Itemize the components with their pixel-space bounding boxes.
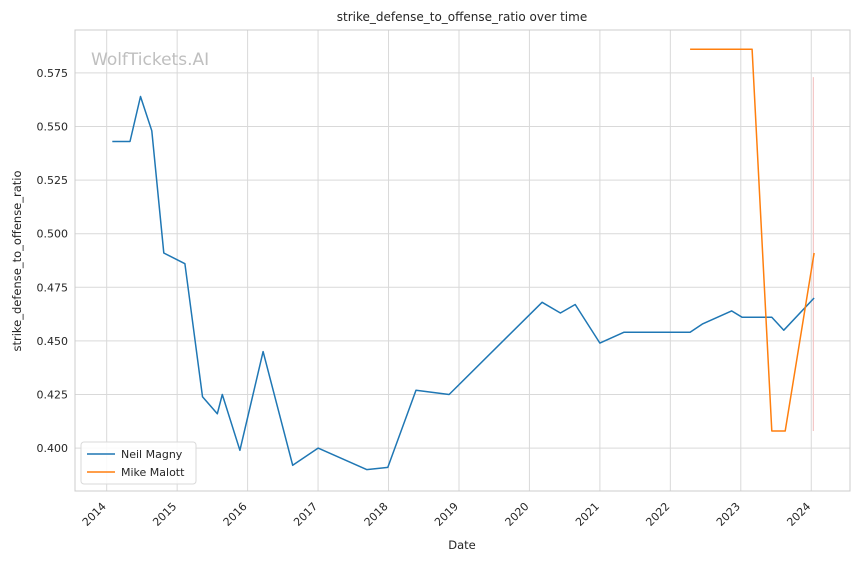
y-tick-label: 0.550 — [37, 120, 69, 133]
y-tick-label: 0.475 — [37, 281, 69, 294]
legend-label: Neil Magny — [121, 448, 183, 461]
chart-title: strike_defense_to_offense_ratio over tim… — [337, 10, 587, 24]
legend-label: Mike Malott — [121, 466, 185, 479]
y-tick-label: 0.575 — [37, 67, 69, 80]
y-tick-label: 0.450 — [37, 335, 69, 348]
legend: Neil Magny Mike Malott — [80, 441, 197, 485]
plot-frame — [74, 29, 851, 492]
grid — [75, 30, 850, 491]
y-tick-label: 0.400 — [37, 442, 69, 455]
series-lines — [112, 48, 815, 471]
y-axis-label: strike_defense_to_offense_ratio — [10, 170, 24, 351]
series-line — [112, 95, 815, 471]
series-line — [690, 48, 815, 432]
y-tick-labels: 0.400 0.425 0.450 0.475 0.500 0.525 0.550 0.575 — [37, 67, 69, 455]
y-tick-label: 0.425 — [37, 389, 69, 402]
y-tick-label: 0.500 — [37, 228, 69, 241]
legend-box — [80, 441, 197, 485]
watermark: WolfTickets.AI — [91, 50, 209, 70]
x-axis-label: Date — [448, 538, 476, 552]
y-tick-label: 0.525 — [37, 174, 69, 187]
